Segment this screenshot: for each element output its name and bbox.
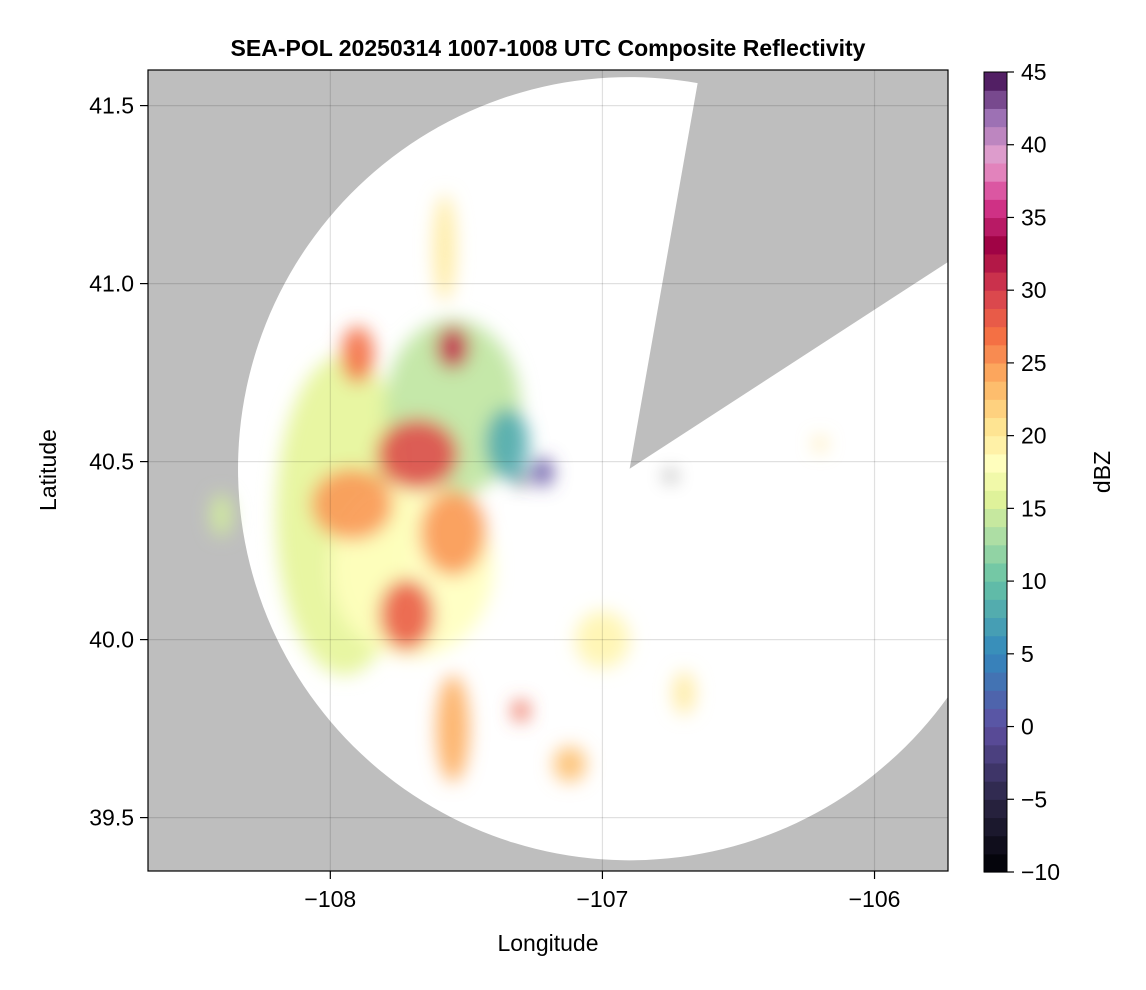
colorbar-cell xyxy=(984,326,1007,346)
x-tick-label: −107 xyxy=(577,886,629,912)
colorbar-cell xyxy=(984,108,1007,128)
colorbar-cell xyxy=(984,690,1007,709)
colorbar-cell xyxy=(984,217,1007,237)
colorbar-cell xyxy=(984,726,1007,746)
echo-region-16 xyxy=(814,436,826,451)
colorbar-cell xyxy=(984,272,1007,291)
x-axis-ticks: −108 −107 −106 xyxy=(304,871,900,912)
colorbar-cell xyxy=(984,362,1007,382)
colorbar-cell xyxy=(984,308,1007,328)
echo-region-15 xyxy=(553,746,587,782)
colorbar-tick-label: 10 xyxy=(1021,568,1047,594)
echo-region-6 xyxy=(379,579,434,651)
colorbar-cell xyxy=(984,253,1007,273)
colorbar-cell xyxy=(984,526,1007,546)
colorbar-cell xyxy=(984,581,1007,600)
echo-region-5 xyxy=(420,490,486,576)
echo-region-14 xyxy=(575,611,630,669)
colorbar-cell xyxy=(984,562,1007,582)
y-tick-label: 40.0 xyxy=(89,627,134,653)
colorbar-cell xyxy=(984,453,1007,473)
colorbar-cell xyxy=(984,744,1007,764)
colorbar-tick-label: 35 xyxy=(1021,204,1047,230)
colorbar-frame xyxy=(983,71,1008,873)
colorbar-cell xyxy=(984,344,1007,364)
colorbar-cell xyxy=(984,399,1007,419)
colorbar-tick-label: 45 xyxy=(1021,59,1047,85)
colorbar-cell xyxy=(984,599,1007,619)
colorbar-cell xyxy=(984,290,1007,309)
echo-region-11 xyxy=(485,408,529,480)
colorbar-tick-label: −10 xyxy=(1021,859,1060,885)
echo-region-4 xyxy=(311,468,393,540)
colorbar-cell xyxy=(984,799,1007,819)
colorbar-cell xyxy=(984,144,1007,164)
colorbar-cell xyxy=(984,235,1007,255)
colorbar-cell xyxy=(984,181,1007,200)
echo-region-9 xyxy=(436,326,470,370)
colorbar-cell xyxy=(984,635,1007,655)
y-axis-label: Latitude xyxy=(35,429,61,511)
echo-region-10 xyxy=(433,194,456,302)
colorbar-cell xyxy=(984,617,1007,637)
colorbar-cell xyxy=(984,853,1007,873)
colorbar-cell xyxy=(984,90,1007,109)
colorbar-cell xyxy=(984,762,1007,782)
colorbar-cell xyxy=(984,126,1007,146)
y-axis-ticks: 39.5 40.0 40.5 41.0 41.5 xyxy=(89,93,148,831)
colorbar-cell xyxy=(984,417,1007,437)
colorbar-tick-label: 15 xyxy=(1021,495,1047,521)
echo-region-20 xyxy=(673,671,695,715)
colorbar-cell xyxy=(984,508,1007,528)
colorbar-cell xyxy=(984,72,1007,91)
y-tick-label: 40.5 xyxy=(89,449,134,475)
x-axis-label: Longitude xyxy=(497,930,598,956)
echo-region-13 xyxy=(515,472,527,487)
chart-title: SEA-POL 20250314 1007-1008 UTC Composite… xyxy=(231,35,866,61)
grid-lines xyxy=(148,70,948,871)
echo-region-7 xyxy=(436,675,470,782)
colorbar-cell xyxy=(984,381,1007,400)
echo-region-17 xyxy=(666,471,675,480)
colorbar-cell xyxy=(984,199,1007,219)
echo-region-12 xyxy=(531,458,554,487)
plot-area xyxy=(147,69,949,872)
colorbar-cell xyxy=(984,835,1007,855)
colorbar-cell xyxy=(984,708,1007,728)
colorbar-cell xyxy=(984,544,1007,564)
colorbar-label: dBZ xyxy=(1089,451,1115,493)
x-tick-label: −108 xyxy=(304,886,356,912)
colorbar-cell xyxy=(984,672,1007,691)
plot-frame xyxy=(147,69,949,872)
colorbar-tick-label: 40 xyxy=(1021,132,1047,158)
colorbar-cell xyxy=(984,781,1007,800)
echo-region-19 xyxy=(512,700,529,722)
y-tick-label: 39.5 xyxy=(89,805,134,831)
colorbar-tick-label: 25 xyxy=(1021,350,1047,376)
y-tick-label: 41.0 xyxy=(89,271,134,297)
radar-coverage-disk xyxy=(238,77,948,861)
y-tick-label: 41.5 xyxy=(89,93,134,119)
echo-region-3 xyxy=(376,418,459,491)
echo-region-18 xyxy=(210,493,233,537)
colorbar-cell xyxy=(984,162,1007,182)
colorbar-cell xyxy=(984,817,1007,837)
colorbar-tick-label: 30 xyxy=(1021,277,1047,303)
colorbar-cell xyxy=(984,653,1007,673)
colorbar-tick-label: 20 xyxy=(1021,423,1047,449)
colorbar-cell xyxy=(984,472,1007,491)
colorbar: −10 −5 0 5 10 15 20 25 30 35 40 45 dBZ xyxy=(983,59,1115,885)
colorbar-cell xyxy=(984,490,1007,509)
reflectivity-echoes xyxy=(210,194,826,782)
x-tick-label: −106 xyxy=(849,886,901,912)
echo-region-8 xyxy=(341,326,374,384)
colorbar-tick-label: 5 xyxy=(1021,641,1034,667)
colorbar-tick-label: 0 xyxy=(1021,714,1034,740)
colorbar-tick-label: −5 xyxy=(1021,786,1047,812)
colorbar-cell xyxy=(984,435,1007,455)
